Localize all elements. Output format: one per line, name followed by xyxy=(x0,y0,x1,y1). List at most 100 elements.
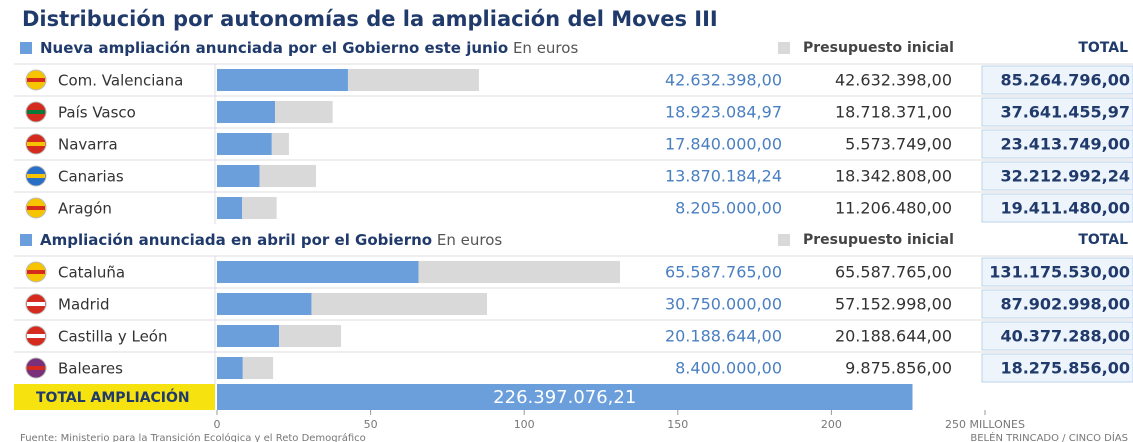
group-header: Nueva ampliación anunciada por el Gobier… xyxy=(40,39,578,57)
value-label: 30.750.000,00 xyxy=(665,295,782,314)
budget-label: 11.206.480,00 xyxy=(835,199,952,218)
budget-header: Presupuesto inicial xyxy=(803,40,954,56)
group-unit: En euros xyxy=(437,231,503,249)
bar-value xyxy=(217,293,312,315)
total-label: 18.275.856,00 xyxy=(1000,359,1130,378)
value-label: 13.870.184,24 xyxy=(665,167,782,186)
flag-stripe xyxy=(27,366,45,370)
total-cell xyxy=(981,257,1133,287)
flag-stripe xyxy=(27,110,45,114)
total-cell xyxy=(981,129,1133,159)
x-tick-label: 0 xyxy=(214,418,221,431)
budget-label: 18.342.808,00 xyxy=(835,167,952,186)
budget-label: 9.875.856,00 xyxy=(845,359,952,378)
value-label: 42.632.398,00 xyxy=(665,71,782,90)
bar-budget xyxy=(347,69,479,91)
legend-swatch xyxy=(778,42,790,54)
legend-swatch xyxy=(778,234,790,246)
total-cell xyxy=(981,161,1133,191)
total-box xyxy=(14,384,215,410)
total-label: 40.377.288,00 xyxy=(1000,327,1130,346)
bar-value xyxy=(217,357,243,379)
flag-stripe xyxy=(27,174,45,178)
total-label: 19.411.480,00 xyxy=(1000,199,1130,218)
budget-header: Presupuesto inicial xyxy=(803,232,954,248)
category-label: Navarra xyxy=(58,136,118,154)
credit: BELÉN TRINCADO / CINCO DÍAS xyxy=(970,431,1128,442)
x-tick-label: 200 xyxy=(821,418,842,431)
category-label: Aragón xyxy=(58,200,112,218)
legend-swatch xyxy=(20,42,32,54)
group-title: Ampliación anunciada en abril por el Gob… xyxy=(40,231,432,249)
flag-stripe xyxy=(27,206,45,210)
category-label: Canarias xyxy=(58,168,124,186)
category-label: Castilla y León xyxy=(58,328,167,346)
source: Fuente: Ministerio para la Transición Ec… xyxy=(20,432,366,442)
category-label: País Vasco xyxy=(58,104,136,122)
bar-budget xyxy=(259,165,316,187)
total-label: 85.264.796,00 xyxy=(1000,71,1130,90)
total-label: 87.902.998,00 xyxy=(1000,295,1130,314)
total-header: TOTAL xyxy=(1078,40,1128,56)
value-label: 8.205.000,00 xyxy=(675,199,782,218)
total-label: 37.641.455,97 xyxy=(1000,103,1130,122)
flag-stripe xyxy=(27,334,45,338)
bar-budget xyxy=(279,325,342,347)
category-label: Cataluña xyxy=(58,264,125,282)
total-label: 23.413.749,00 xyxy=(1000,135,1130,154)
bar-budget xyxy=(271,133,289,155)
total-header: TOTAL xyxy=(1078,232,1128,248)
total-bar xyxy=(217,384,913,410)
budget-label: 65.587.765,00 xyxy=(835,263,952,282)
bar-value xyxy=(217,101,276,123)
budget-label: 18.718.371,00 xyxy=(835,103,952,122)
flag-stripe xyxy=(27,78,45,82)
total-cell xyxy=(981,321,1133,351)
x-tick-label: 150 xyxy=(667,418,688,431)
x-tick-label: 50 xyxy=(364,418,378,431)
total-cell xyxy=(981,97,1133,127)
value-label: 65.587.765,00 xyxy=(665,263,782,282)
budget-label: 42.632.398,00 xyxy=(835,71,952,90)
total-label: 32.212.992,24 xyxy=(1000,167,1130,186)
bar-value xyxy=(217,133,272,155)
total-cell xyxy=(981,289,1133,319)
total-cell xyxy=(981,353,1133,383)
total-label: 131.175.530,00 xyxy=(989,263,1130,282)
total-cell xyxy=(981,65,1133,95)
value-label: 17.840.000,00 xyxy=(665,135,782,154)
x-tick-label: 100 xyxy=(514,418,535,431)
budget-label: 57.152.998,00 xyxy=(835,295,952,314)
bar-budget xyxy=(311,293,488,315)
flag-stripe xyxy=(27,142,45,146)
chart-title: Distribución por autonomías de la amplia… xyxy=(22,7,718,31)
value-label: 8.400.000,00 xyxy=(675,359,782,378)
total-value-label: 226.397.076,21 xyxy=(493,387,636,408)
bar-value xyxy=(217,325,280,347)
bar-budget xyxy=(242,357,274,379)
total-cell xyxy=(981,193,1133,223)
flag-stripe xyxy=(27,270,45,274)
bar-value xyxy=(217,197,243,219)
bar-value xyxy=(217,165,260,187)
bar-value xyxy=(217,261,419,283)
x-tick-label: 250 MILLONES xyxy=(945,418,1025,431)
flag-stripe xyxy=(27,302,45,306)
budget-label: 5.573.749,00 xyxy=(845,135,952,154)
value-label: 20.188.644,00 xyxy=(665,327,782,346)
bar-value xyxy=(217,69,348,91)
total-title: TOTAL AMPLIACIÓN xyxy=(36,388,190,406)
bar-budget xyxy=(242,197,277,219)
budget-label: 20.188.644,00 xyxy=(835,327,952,346)
category-label: Baleares xyxy=(58,360,123,378)
group-header: Ampliación anunciada en abril por el Gob… xyxy=(40,231,502,249)
category-label: Madrid xyxy=(58,296,110,314)
bar-budget xyxy=(418,261,620,283)
value-label: 18.923.084,97 xyxy=(665,103,782,122)
category-label: Com. Valenciana xyxy=(58,72,183,90)
legend-swatch xyxy=(20,234,32,246)
group-unit: En euros xyxy=(513,39,579,57)
